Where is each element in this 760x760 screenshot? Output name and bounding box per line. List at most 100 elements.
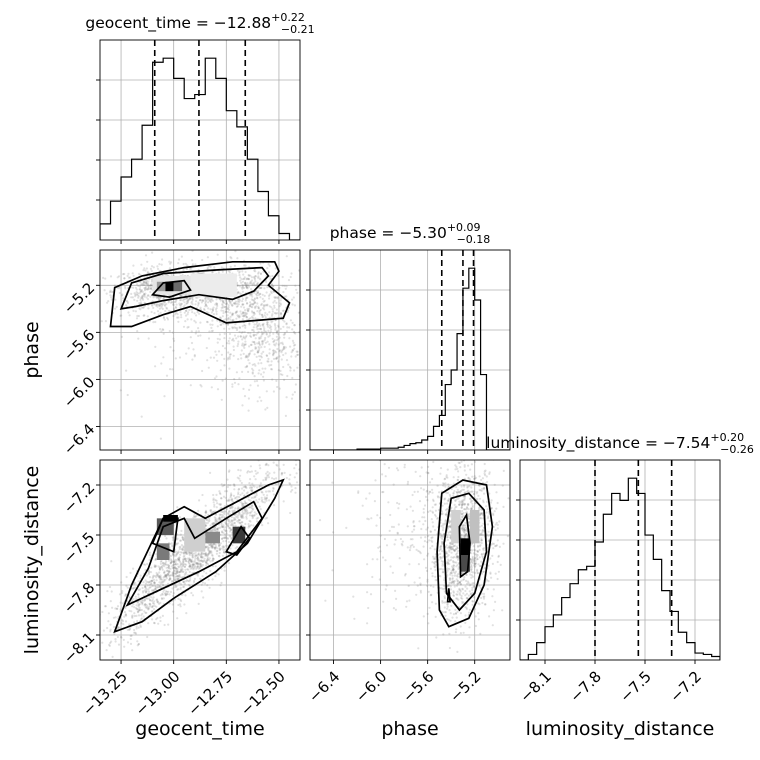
scatter-point	[180, 313, 183, 316]
scatter-point	[264, 517, 267, 520]
scatter-point	[241, 370, 244, 373]
hist-step-phase	[310, 267, 510, 450]
scatter-point	[245, 302, 249, 305]
scatter-point	[463, 665, 465, 667]
scatter-point	[325, 375, 327, 377]
scatter-point	[285, 396, 288, 399]
scatter-point	[206, 545, 209, 548]
scatter-point	[137, 337, 140, 340]
scatter-point	[186, 552, 189, 556]
scatter-point	[200, 553, 203, 556]
scatter-point	[144, 287, 147, 290]
scatter-point	[158, 575, 161, 578]
scatter-point	[247, 470, 250, 473]
scatter-point	[151, 251, 154, 254]
scatter-point	[450, 546, 453, 549]
scatter-point	[461, 513, 464, 516]
scatter-point	[489, 571, 492, 574]
scatter-point	[125, 369, 128, 372]
scatter-point	[446, 546, 449, 549]
scatter-point	[226, 358, 229, 361]
scatter-point	[161, 303, 164, 306]
scatter-point	[140, 599, 143, 602]
scatter-point	[243, 508, 246, 511]
scatter-point	[479, 534, 482, 537]
scatter-point	[212, 527, 215, 530]
scatter-point	[235, 371, 238, 374]
scatter-point	[241, 297, 244, 301]
scatter-point	[207, 520, 210, 523]
scatter-point	[146, 584, 149, 587]
scatter-point	[78, 674, 80, 676]
scatter-point	[152, 596, 155, 599]
scatter-point	[255, 493, 258, 497]
scatter-point	[218, 333, 221, 336]
scatter-point	[254, 364, 257, 367]
scatter-point	[231, 319, 234, 322]
scatter-point	[462, 525, 465, 528]
scatter-point	[146, 562, 149, 566]
scatter-point	[273, 323, 276, 326]
scatter-point	[219, 584, 222, 587]
scatter-point	[152, 578, 156, 581]
scatter-point	[153, 581, 156, 584]
scatter-point	[158, 581, 161, 584]
scatter-point	[260, 490, 263, 494]
scatter-point	[276, 296, 279, 299]
scatter-point	[177, 557, 180, 560]
scatter-point	[237, 521, 240, 524]
scatter-point	[211, 528, 214, 531]
scatter-point	[109, 628, 112, 631]
scatter-point	[182, 580, 185, 583]
scatter-point	[245, 286, 248, 289]
scatter-point	[208, 557, 211, 560]
scatter-point	[136, 600, 140, 603]
scatter-point	[237, 511, 241, 514]
scatter-point	[285, 285, 288, 288]
scatter-point	[255, 499, 258, 502]
scatter-point	[456, 575, 459, 578]
scatter-point	[452, 569, 455, 572]
scatter-point	[218, 491, 221, 495]
scatter-point	[464, 524, 467, 527]
scatter-point	[177, 575, 180, 579]
scatter-point	[134, 632, 138, 635]
scatter-point	[125, 299, 128, 303]
scatter-point	[93, 630, 95, 632]
scatter-point	[119, 314, 122, 317]
scatter-point	[489, 557, 492, 560]
scatter-point	[145, 596, 148, 600]
scatter-point	[233, 264, 236, 267]
scatter-point	[223, 566, 226, 569]
scatter-point	[227, 522, 230, 525]
scatter-point	[190, 318, 193, 321]
scatter-point	[153, 565, 157, 568]
scatter-point	[159, 296, 162, 299]
scatter-point	[133, 614, 136, 618]
scatter-point	[295, 481, 299, 484]
scatter-point	[189, 552, 192, 555]
scatter-point	[248, 519, 251, 523]
scatter-point	[477, 618, 480, 621]
scatter-point	[156, 267, 160, 270]
density-panel-phase-luminosity_distance	[306, 452, 511, 667]
scatter-point	[474, 553, 477, 556]
scatter-point	[139, 625, 142, 629]
scatter-point	[275, 332, 278, 335]
scatter-point	[254, 478, 257, 481]
scatter-point	[241, 303, 244, 306]
scatter-point	[185, 309, 188, 312]
scatter-point	[116, 276, 119, 279]
axes-frame	[99, 39, 301, 241]
scatter-point	[168, 574, 172, 577]
scatter-point	[251, 315, 254, 318]
scatter-point	[461, 452, 463, 454]
scatter-point	[290, 355, 293, 358]
scatter-point	[420, 527, 423, 531]
scatter-point	[283, 471, 286, 474]
scatter-point	[146, 635, 149, 639]
scatter-point	[449, 592, 452, 595]
scatter-point	[247, 354, 250, 357]
scatter-point	[445, 544, 448, 547]
scatter-point	[226, 523, 229, 526]
